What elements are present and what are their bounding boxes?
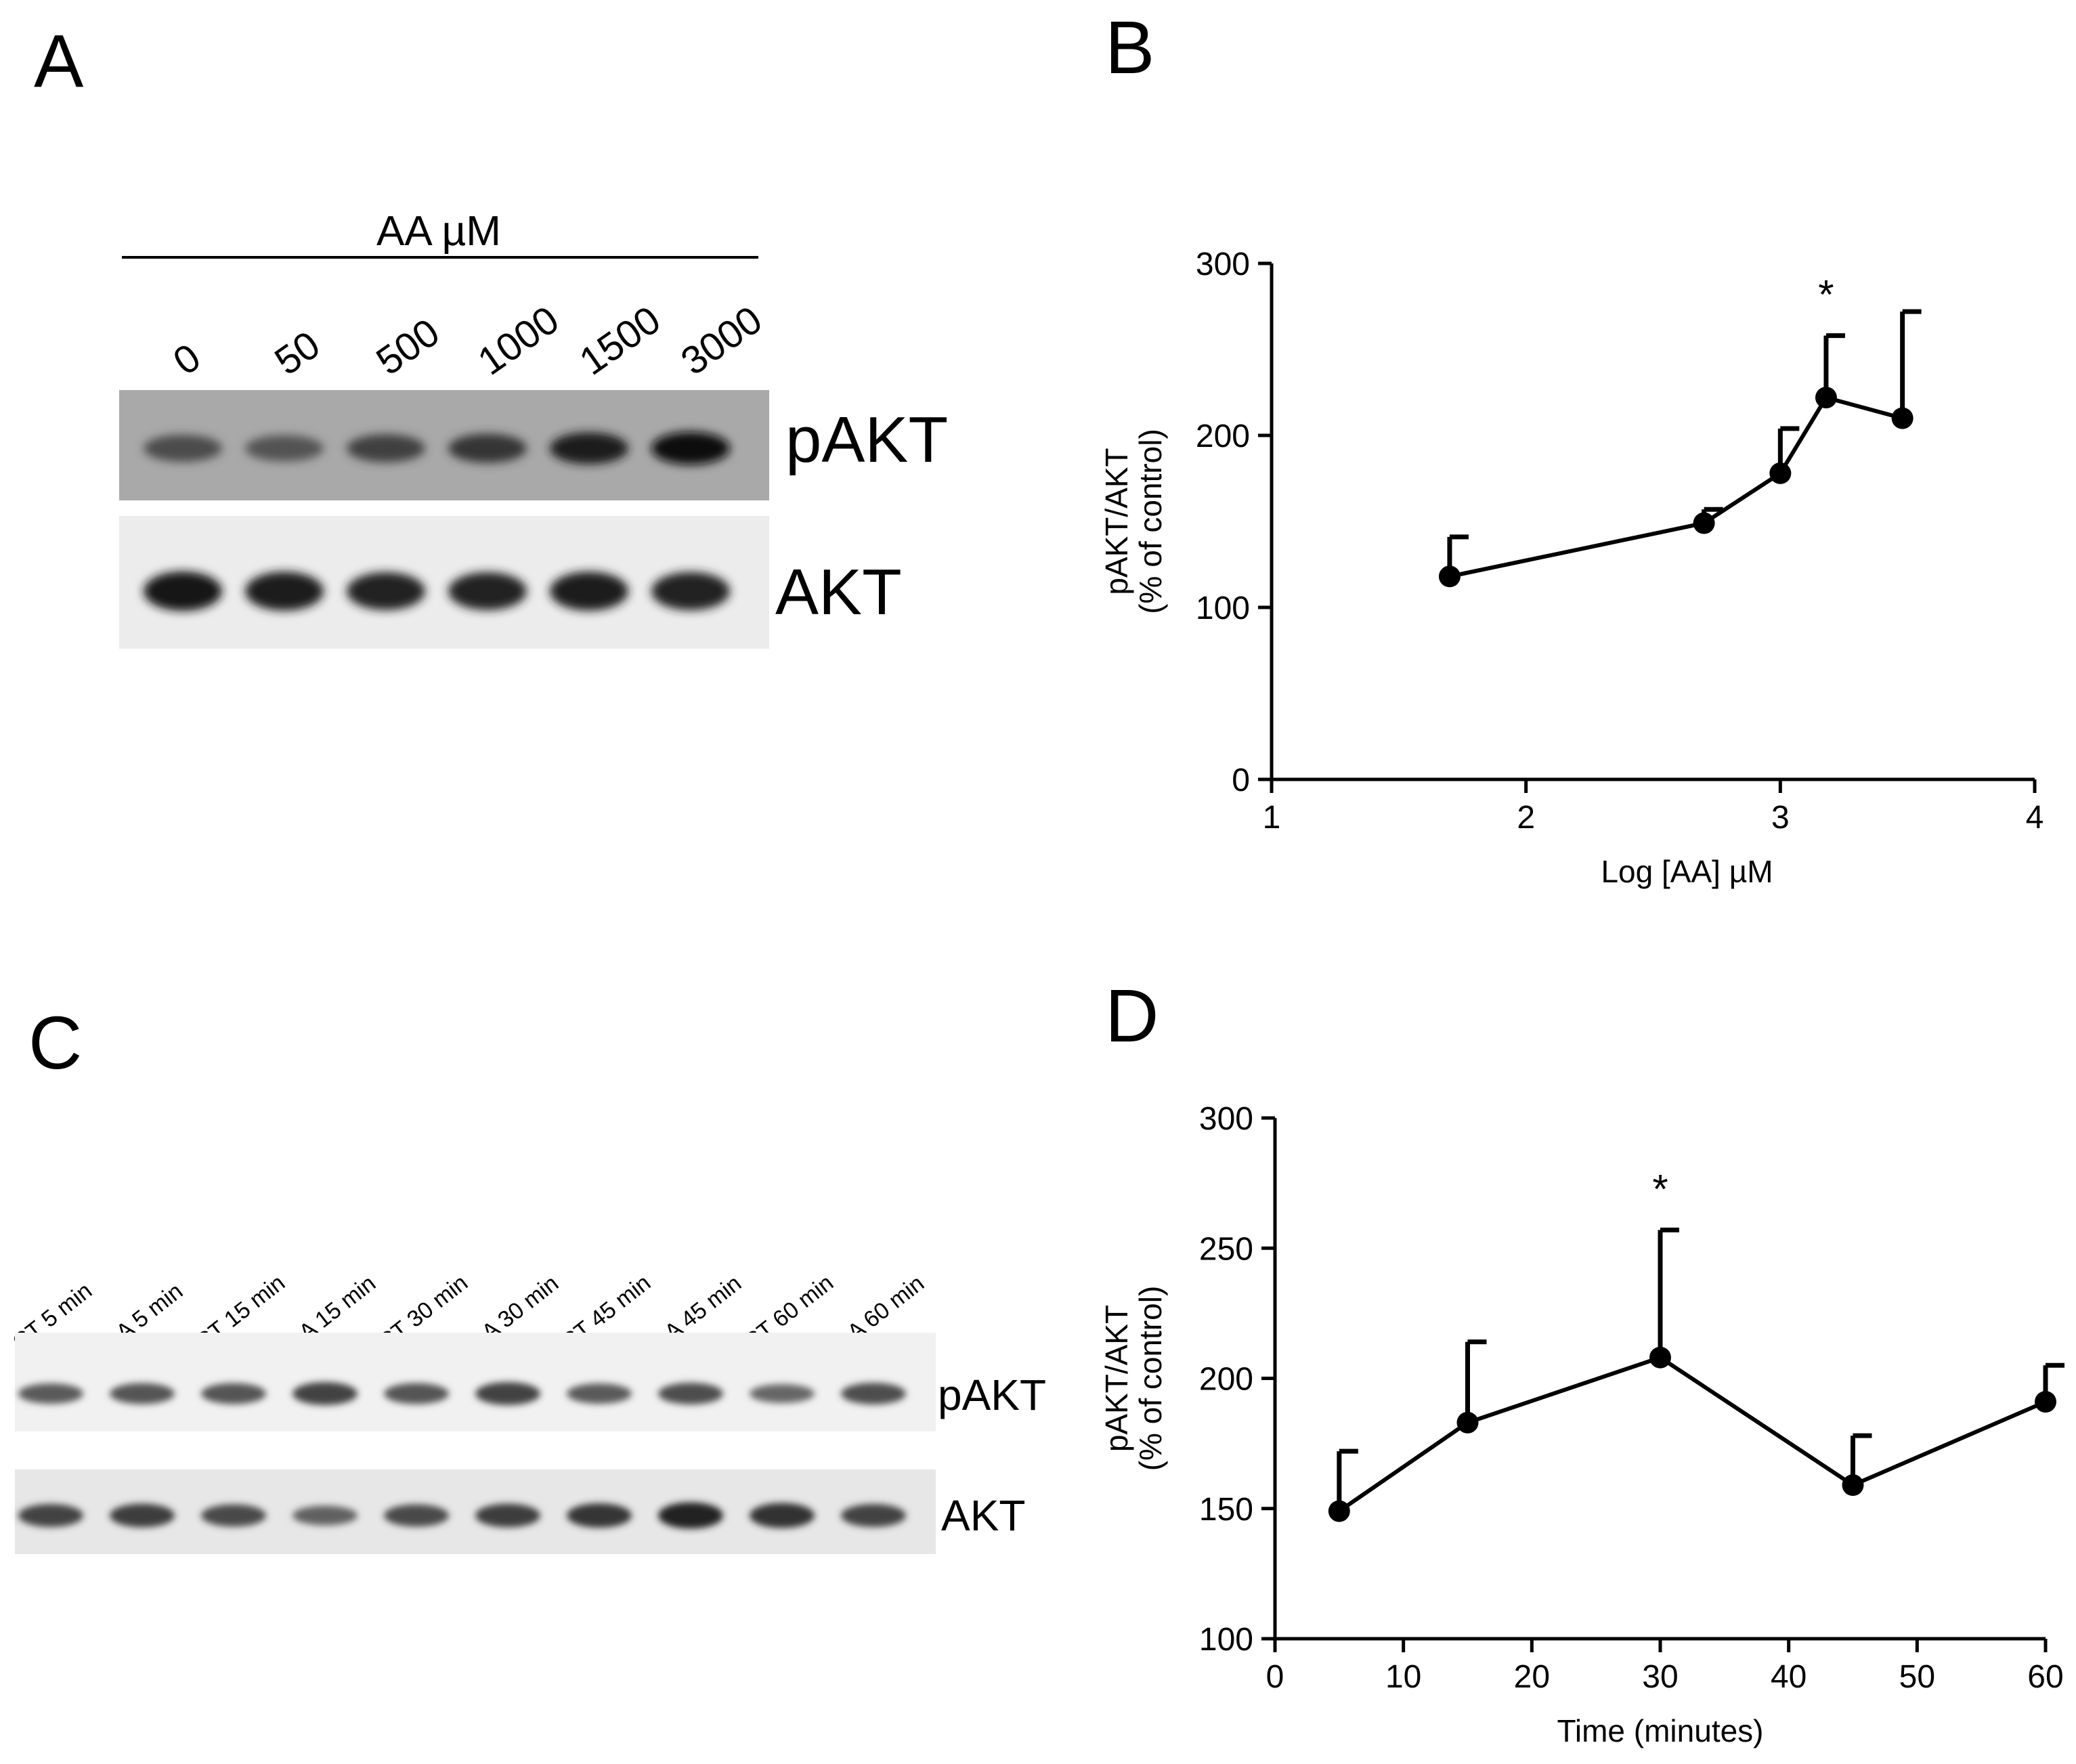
series-line [1449,395,1903,579]
blot-c-band-akt [293,1505,358,1526]
y-tick-label: 200 [1196,418,1250,454]
x-tick-label: 1 [1263,800,1281,836]
blot-c-band-akt [384,1504,449,1527]
x-tick-label: 10 [1385,1659,1421,1695]
y-axis-subtitle: (% of control) [1133,1286,1168,1471]
blot-c-band-pakt [110,1383,175,1404]
blot-c-bands [18,1382,906,1529]
panel-label-c: C [28,1002,82,1085]
blot-a-band-akt [651,572,730,611]
blot-a-band-akt [245,572,324,611]
x-tick-label: 40 [1771,1659,1807,1695]
x-tick-label: 2 [1517,800,1535,836]
blot-a-band-akt [448,572,527,610]
data-point [1842,1474,1864,1497]
blot-c-band-pakt [18,1383,83,1404]
blot-a: AA µM 0 50 500 1000 1500 3000 pAKT AKT [119,208,948,649]
blot-c-band-akt [201,1504,266,1527]
blot-c-row-label-pakt: pAKT [938,1371,1046,1419]
blot-c-band-pakt [293,1382,358,1405]
blot-a-lane-label: 500 [368,310,448,384]
blot-c-band-akt [841,1504,906,1527]
y-tick-label: 150 [1199,1492,1253,1528]
data-point [1891,407,1913,429]
blot-a-band-akt [144,571,222,611]
blot-c-pakt-strip [15,1333,936,1432]
blot-c-band-akt [750,1503,815,1528]
y-tick-label: 0 [1232,762,1250,798]
blot-a-band-pakt [651,431,730,465]
blot-c-band-pakt [475,1382,540,1405]
data-point [1328,1500,1350,1522]
y-tick-label: 100 [1199,1622,1253,1658]
data-point [1649,1346,1671,1369]
blot-a-lane-label: 0 [165,335,209,384]
x-tick-label: 50 [1899,1659,1935,1695]
y-tick-label: 300 [1199,1101,1253,1137]
blot-a-band-akt [347,572,425,610]
panel-label-a: A [34,20,84,103]
chart-d: 100 150 200 250 300 0 10 20 30 40 50 60 Time (minute… [1099,1101,2064,1748]
blot-a-band-pakt [347,434,425,462]
x-tick-label: 60 [2027,1659,2063,1695]
blot-a-band-pakt [448,433,527,463]
y-tick-label: 200 [1199,1362,1253,1398]
data-point [1456,1411,1479,1434]
x-tick-label: 20 [1514,1659,1550,1695]
blot-c-band-pakt [750,1384,815,1403]
x-tick-label: 0 [1266,1659,1284,1695]
data-point [1693,512,1715,534]
x-tick-label: 4 [2026,800,2044,836]
significance-marker: * [1652,1166,1668,1211]
panel-label-d: D [1105,974,1159,1058]
x-axis-title: Log [AA] µM [1601,854,1773,889]
blot-a-lane-label: 1000 [470,297,567,383]
blot-a-row-label-pakt: pAKT [785,404,948,476]
y-tick-label: 250 [1199,1231,1253,1267]
blot-a-header: AA µM [376,208,501,255]
blot-c-band-pakt [201,1383,266,1404]
y-axis-title: pAKT/AKT [1099,448,1134,595]
blot-c-band-akt [110,1503,175,1528]
blot-c-band-pakt [658,1383,723,1404]
blot-a-band-pakt [144,435,222,462]
blot-a-lane-label: 50 [267,322,328,383]
data-point [1815,387,1837,409]
data-point [1438,565,1461,588]
panel-label-b: B [1105,6,1154,89]
x-axis-title: Time (minutes) [1557,1713,1764,1748]
blot-c-band-pakt [841,1383,906,1404]
data-point [1769,462,1792,484]
blot-c-band-akt [567,1503,632,1528]
blot-a-band-pakt [245,435,324,462]
y-axis-subtitle: (% of control) [1133,429,1168,614]
blot-a-lane-labels: 0 50 500 1000 1500 3000 [165,297,770,383]
y-tick-label: 100 [1196,590,1250,626]
blot-a-lane-label: 1500 [571,297,668,383]
blot-a-row-label-akt: AKT [775,556,902,628]
x-tick-label: 30 [1642,1659,1678,1695]
blot-a-band-pakt [550,432,628,465]
blot-c-band-akt [475,1503,540,1528]
series-line [1338,1355,2047,1513]
blot-a-band-akt [550,572,628,611]
blot-c-band-akt [658,1502,723,1529]
blot-a-lane-label: 3000 [673,297,770,383]
chart-b: 0 100 200 300 1 2 3 4 Log [AA] µM pAKT/AKT(% of c… [1099,246,2043,889]
blot-a-bands [144,431,730,611]
significance-marker: * [1818,272,1834,318]
data-point [2035,1391,2056,1413]
blot-c-row-label-akt: AKT [941,1491,1025,1540]
blot-c-band-pakt [384,1383,449,1404]
x-tick-label: 3 [1771,800,1790,836]
blot-c-band-pakt [567,1383,632,1404]
y-axis-title: pAKT/AKT [1099,1305,1134,1452]
blot-c-band-akt [18,1504,83,1527]
y-tick-label: 300 [1196,246,1250,282]
